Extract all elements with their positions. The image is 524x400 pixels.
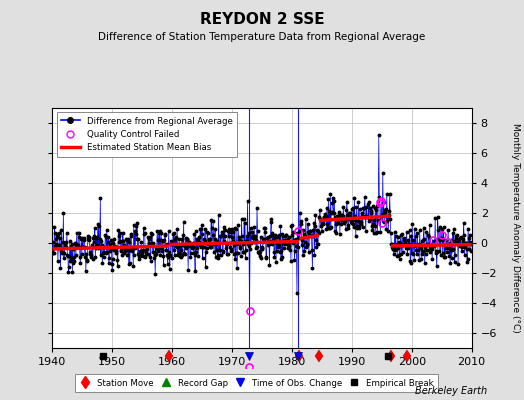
Legend: Difference from Regional Average, Quality Control Failed, Estimated Station Mean: Difference from Regional Average, Qualit… (57, 112, 237, 156)
Text: REYDON 2 SSE: REYDON 2 SSE (200, 12, 324, 27)
Legend: Station Move, Record Gap, Time of Obs. Change, Empirical Break: Station Move, Record Gap, Time of Obs. C… (75, 374, 438, 392)
Text: Difference of Station Temperature Data from Regional Average: Difference of Station Temperature Data f… (99, 32, 425, 42)
Text: Berkeley Earth: Berkeley Earth (415, 386, 487, 396)
Y-axis label: Monthly Temperature Anomaly Difference (°C): Monthly Temperature Anomaly Difference (… (511, 123, 520, 333)
